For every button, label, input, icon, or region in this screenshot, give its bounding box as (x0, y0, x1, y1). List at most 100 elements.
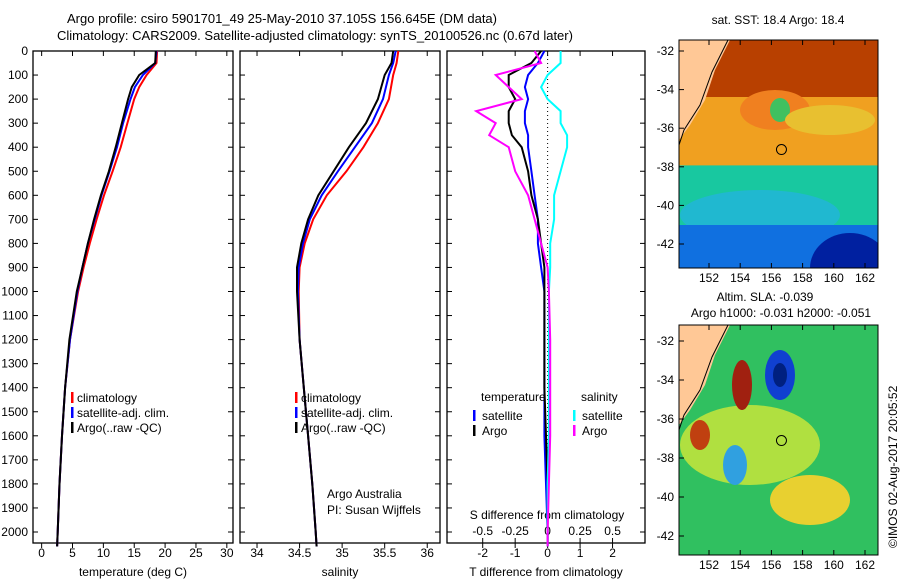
lon-tick-label: 158 (793, 558, 813, 572)
x2-tick-label: -0.5 (472, 524, 493, 538)
y-tick-label: 1300 (1, 357, 28, 371)
argo-location-marker (775, 435, 787, 447)
legend-label: Argo (482, 424, 508, 438)
x2-tick-label: -0.25 (501, 524, 529, 538)
lat-tick-label: -36 (657, 121, 675, 135)
lat-tick-label: -36 (657, 412, 675, 426)
legend-label: satellite (582, 409, 623, 423)
legend-title-salinity: salinity (581, 390, 618, 404)
lat-tick-label: -34 (657, 83, 675, 97)
y-tick-label: 1500 (1, 405, 28, 419)
lat-tick-label: -38 (657, 160, 675, 174)
panel-frame-3 (446, 50, 646, 544)
y-tick-label: 900 (8, 260, 28, 274)
profile-line-climatology (297, 50, 400, 547)
legend-label: Argo(..raw -QC) (77, 421, 162, 435)
legend-swatch (71, 392, 74, 403)
x-tick-label: 10 (97, 546, 111, 560)
legend-swatch (573, 425, 576, 436)
x-tick-label: 2 (609, 546, 616, 560)
lat-tick-label: -32 (657, 44, 675, 58)
y-tick-label: 700 (8, 212, 28, 226)
x-axis-label: salinity (322, 565, 359, 579)
y-tick-label: 0 (21, 44, 28, 58)
sla-map (679, 325, 878, 555)
x-tick-label: 0 (38, 546, 45, 560)
lon-tick-label: 162 (855, 558, 875, 572)
lat-tick-label: -42 (657, 237, 675, 251)
y-tick-label: 300 (8, 116, 28, 130)
profile-line-climatology (56, 50, 159, 547)
legend-label: satellite (482, 409, 523, 423)
lat-tick-label: -40 (657, 490, 675, 504)
legend-swatch (295, 392, 298, 403)
x2-tick-label: 0.5 (604, 524, 621, 538)
figure-title-line1: Argo profile: csiro 5901701_49 25-May-20… (67, 11, 497, 26)
lon-tick-label: 154 (730, 271, 750, 285)
legend-label: satellite-adj. clim. (77, 406, 169, 420)
lat-tick-label: -40 (657, 198, 675, 212)
lon-tick-label: 152 (699, 558, 719, 572)
x-tick-label: 1 (577, 546, 584, 560)
profile-line-argo-raw-qc- (56, 50, 157, 547)
y-tick-label: 100 (8, 68, 28, 82)
lat-tick-label: -34 (657, 373, 675, 387)
x-axis-label: temperature (deg C) (79, 565, 187, 579)
x-tick-label: 15 (128, 546, 142, 560)
x-tick-label: -2 (477, 546, 488, 560)
panel-frame-2 (239, 50, 441, 544)
legend-swatch (573, 410, 576, 421)
y-tick-label: 500 (8, 164, 28, 178)
legend-swatch (71, 407, 74, 418)
profile-line-temperature-satellite (523, 50, 549, 547)
y-tick-label: 1900 (1, 501, 28, 515)
x-tick-label: 34 (250, 546, 264, 560)
profile-line-temperature-argo (507, 50, 549, 547)
y-tick-label: 1700 (1, 453, 28, 467)
y-tick-label: 200 (8, 92, 28, 106)
sla-map-title-line2: Argo h1000: -0.031 h2000: -0.051 (691, 306, 871, 320)
y-tick-label: 1100 (2, 309, 28, 323)
lon-tick-label: 160 (824, 271, 844, 285)
lon-tick-label: 160 (824, 558, 844, 572)
panel-frame-1 (32, 50, 234, 544)
profile-line-satellite-adj-clim- (56, 50, 158, 547)
x-tick-label: 20 (158, 546, 172, 560)
lat-tick-label: -42 (657, 529, 675, 543)
annotation: Argo Australia (327, 487, 402, 501)
lon-tick-label: 154 (730, 558, 750, 572)
x2-tick-label: 0.25 (568, 524, 592, 538)
y-tick-label: 1800 (1, 477, 28, 491)
annotation: PI: Susan Wijffels (327, 503, 421, 517)
legend-swatch (71, 422, 74, 433)
map-frame (678, 324, 879, 556)
y-tick-label: 1000 (1, 285, 28, 299)
legend-label: climatology (77, 391, 137, 405)
legend-title-temperature: temperature (481, 390, 546, 404)
argo-location-marker (775, 144, 787, 156)
credit-text: ©IMOS 02-Aug-2017 20:05:52 (886, 385, 900, 548)
x-tick-label: 5 (69, 546, 76, 560)
y-tick-label: 600 (8, 188, 28, 202)
profile-line-salinity-satellite (539, 51, 569, 547)
legend-label: climatology (301, 391, 361, 405)
legend-label: satellite-adj. clim. (301, 406, 393, 420)
lat-tick-label: -38 (657, 451, 675, 465)
x-tick-label: 36 (421, 546, 435, 560)
y-tick-label: 1200 (1, 333, 28, 347)
profile-line-salinity-argo (473, 50, 552, 547)
lon-tick-label: 156 (761, 558, 781, 572)
x-tick-label: 35 (335, 546, 349, 560)
legend-label: Argo (582, 424, 608, 438)
profile-line-satellite-adj-clim- (296, 50, 397, 547)
lon-tick-label: 162 (855, 271, 875, 285)
legend-swatch (295, 407, 298, 418)
x-tick-label: 35.5 (373, 546, 397, 560)
legend-swatch (295, 422, 298, 433)
sla-map-title-line1: Altim. SLA: -0.039 (717, 290, 814, 304)
profile-line-argo-raw-qc- (296, 50, 395, 547)
legend-label: Argo(..raw -QC) (301, 421, 386, 435)
legend-swatch (473, 410, 476, 421)
